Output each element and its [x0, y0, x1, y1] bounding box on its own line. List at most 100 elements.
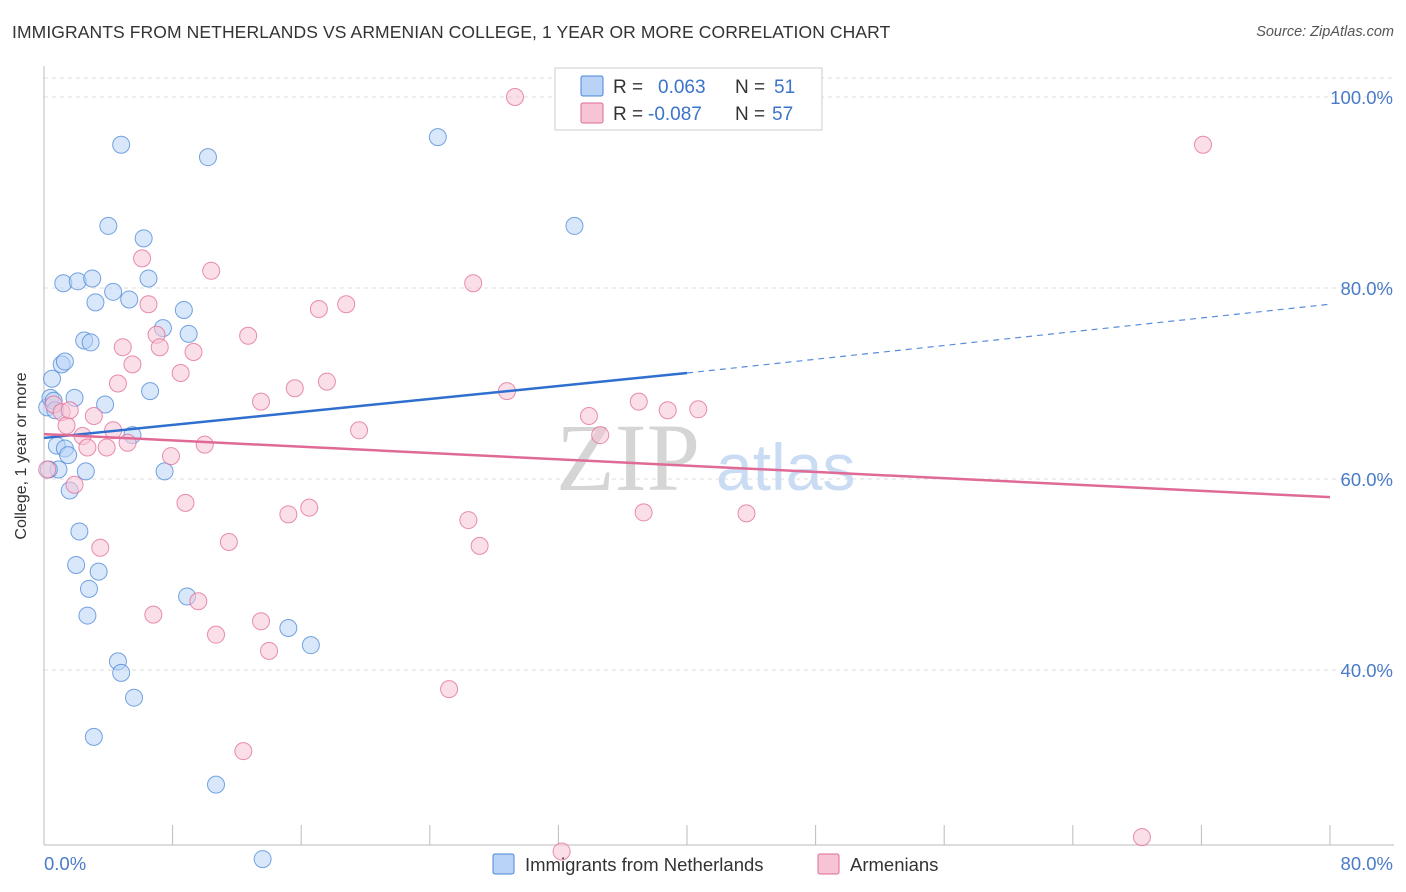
point-netherlands	[104, 282, 123, 301]
point-netherlands	[84, 727, 103, 746]
trend-layer	[43, 303, 1331, 499]
point-armenians	[285, 379, 304, 398]
point-armenians	[60, 401, 79, 420]
point-armenians	[133, 249, 152, 268]
y-tick-label: 100.0%	[1330, 87, 1393, 108]
point-netherlands	[78, 606, 97, 625]
point-armenians	[252, 612, 271, 631]
legend-item-swatch-pink	[817, 853, 840, 875]
legend-item-swatch-blue	[492, 853, 515, 875]
point-armenians	[260, 641, 279, 660]
legend-n-label-blue: N =	[735, 77, 765, 98]
point-armenians	[239, 326, 258, 345]
point-netherlands	[134, 229, 153, 248]
point-armenians	[78, 438, 97, 457]
point-armenians	[591, 426, 610, 445]
point-armenians	[300, 498, 319, 517]
point-armenians	[139, 295, 158, 314]
legend-r-value-blue: 0.063	[658, 77, 706, 98]
point-armenians	[634, 503, 653, 522]
point-netherlands	[55, 352, 74, 371]
point-netherlands	[76, 462, 95, 481]
trendline-netherlands	[43, 371, 688, 440]
tick-labels: 40.0% 60.0% 80.0% 100.0% 0.0% 80.0%	[44, 87, 1393, 874]
point-armenians	[470, 536, 489, 555]
point-armenians	[176, 493, 195, 512]
point-armenians	[184, 342, 203, 361]
point-armenians	[195, 435, 214, 454]
y-tick-label: 80.0%	[1341, 278, 1393, 299]
point-armenians	[309, 300, 328, 319]
point-armenians	[464, 274, 483, 293]
point-netherlands	[120, 290, 139, 309]
correlation-legend: R = 0.063 N = 51 R = -0.087 N = 57	[554, 67, 823, 131]
watermark: ZIP atlas	[556, 404, 855, 511]
point-netherlands	[83, 269, 102, 288]
point-netherlands	[141, 382, 160, 401]
point-armenians	[123, 355, 142, 374]
point-armenians	[279, 505, 298, 524]
point-armenians	[65, 475, 84, 494]
point-netherlands	[198, 148, 217, 167]
point-armenians	[219, 533, 238, 552]
axis-layer	[43, 66, 1394, 846]
point-armenians	[234, 742, 253, 761]
legend-r-label-pink: R =	[613, 104, 643, 125]
point-netherlands	[112, 135, 131, 154]
point-armenians	[38, 460, 57, 479]
point-armenians	[337, 295, 356, 314]
point-armenians	[171, 363, 190, 382]
point-netherlands	[207, 775, 226, 794]
point-armenians	[91, 538, 110, 557]
series-legend: Immigrants from Netherlands Armenians	[492, 853, 938, 875]
point-netherlands	[70, 522, 89, 541]
point-armenians	[108, 374, 127, 393]
trendline-netherlands-extension	[686, 303, 1331, 374]
point-armenians	[440, 680, 459, 699]
point-armenians	[350, 421, 369, 440]
point-netherlands	[301, 636, 320, 655]
legend-n-label-pink: N =	[735, 104, 765, 125]
point-netherlands	[112, 663, 131, 682]
point-armenians	[1132, 828, 1151, 847]
point-armenians	[113, 338, 132, 357]
legend-item-armenians: Armenians	[850, 854, 938, 875]
point-armenians	[150, 338, 169, 357]
point-armenians	[552, 842, 571, 861]
legend-swatch-pink	[580, 102, 604, 124]
point-netherlands	[174, 300, 193, 319]
point-armenians	[189, 592, 208, 611]
point-armenians	[144, 605, 163, 624]
point-netherlands	[179, 324, 198, 343]
legend-r-value-pink: -0.087	[648, 104, 702, 125]
point-netherlands	[428, 128, 447, 147]
point-netherlands	[99, 216, 118, 235]
point-armenians	[252, 392, 271, 411]
point-armenians	[161, 447, 180, 466]
source-label: Source: ZipAtlas.com	[1256, 24, 1394, 40]
chart-title: IMMIGRANTS FROM NETHERLANDS VS ARMENIAN …	[12, 22, 891, 42]
x-tick-label-min: 0.0%	[44, 853, 86, 874]
point-netherlands	[86, 293, 105, 312]
point-netherlands	[253, 850, 272, 869]
legend-n-value-blue: 51	[774, 77, 795, 98]
point-netherlands	[81, 333, 100, 352]
point-armenians	[658, 401, 677, 420]
point-netherlands	[565, 216, 584, 235]
y-tick-label: 40.0%	[1341, 660, 1393, 681]
point-armenians	[459, 511, 478, 530]
point-netherlands	[139, 269, 158, 288]
point-netherlands	[80, 579, 99, 598]
point-netherlands	[125, 688, 144, 707]
point-netherlands	[67, 555, 86, 574]
point-armenians	[737, 504, 756, 523]
watermark-zip: ZIP	[556, 404, 700, 511]
point-netherlands	[279, 618, 298, 637]
point-armenians	[97, 438, 116, 457]
point-armenians	[689, 400, 708, 419]
point-netherlands	[89, 562, 108, 581]
point-armenians	[84, 406, 103, 425]
point-armenians	[202, 261, 221, 280]
point-armenians	[579, 406, 598, 425]
